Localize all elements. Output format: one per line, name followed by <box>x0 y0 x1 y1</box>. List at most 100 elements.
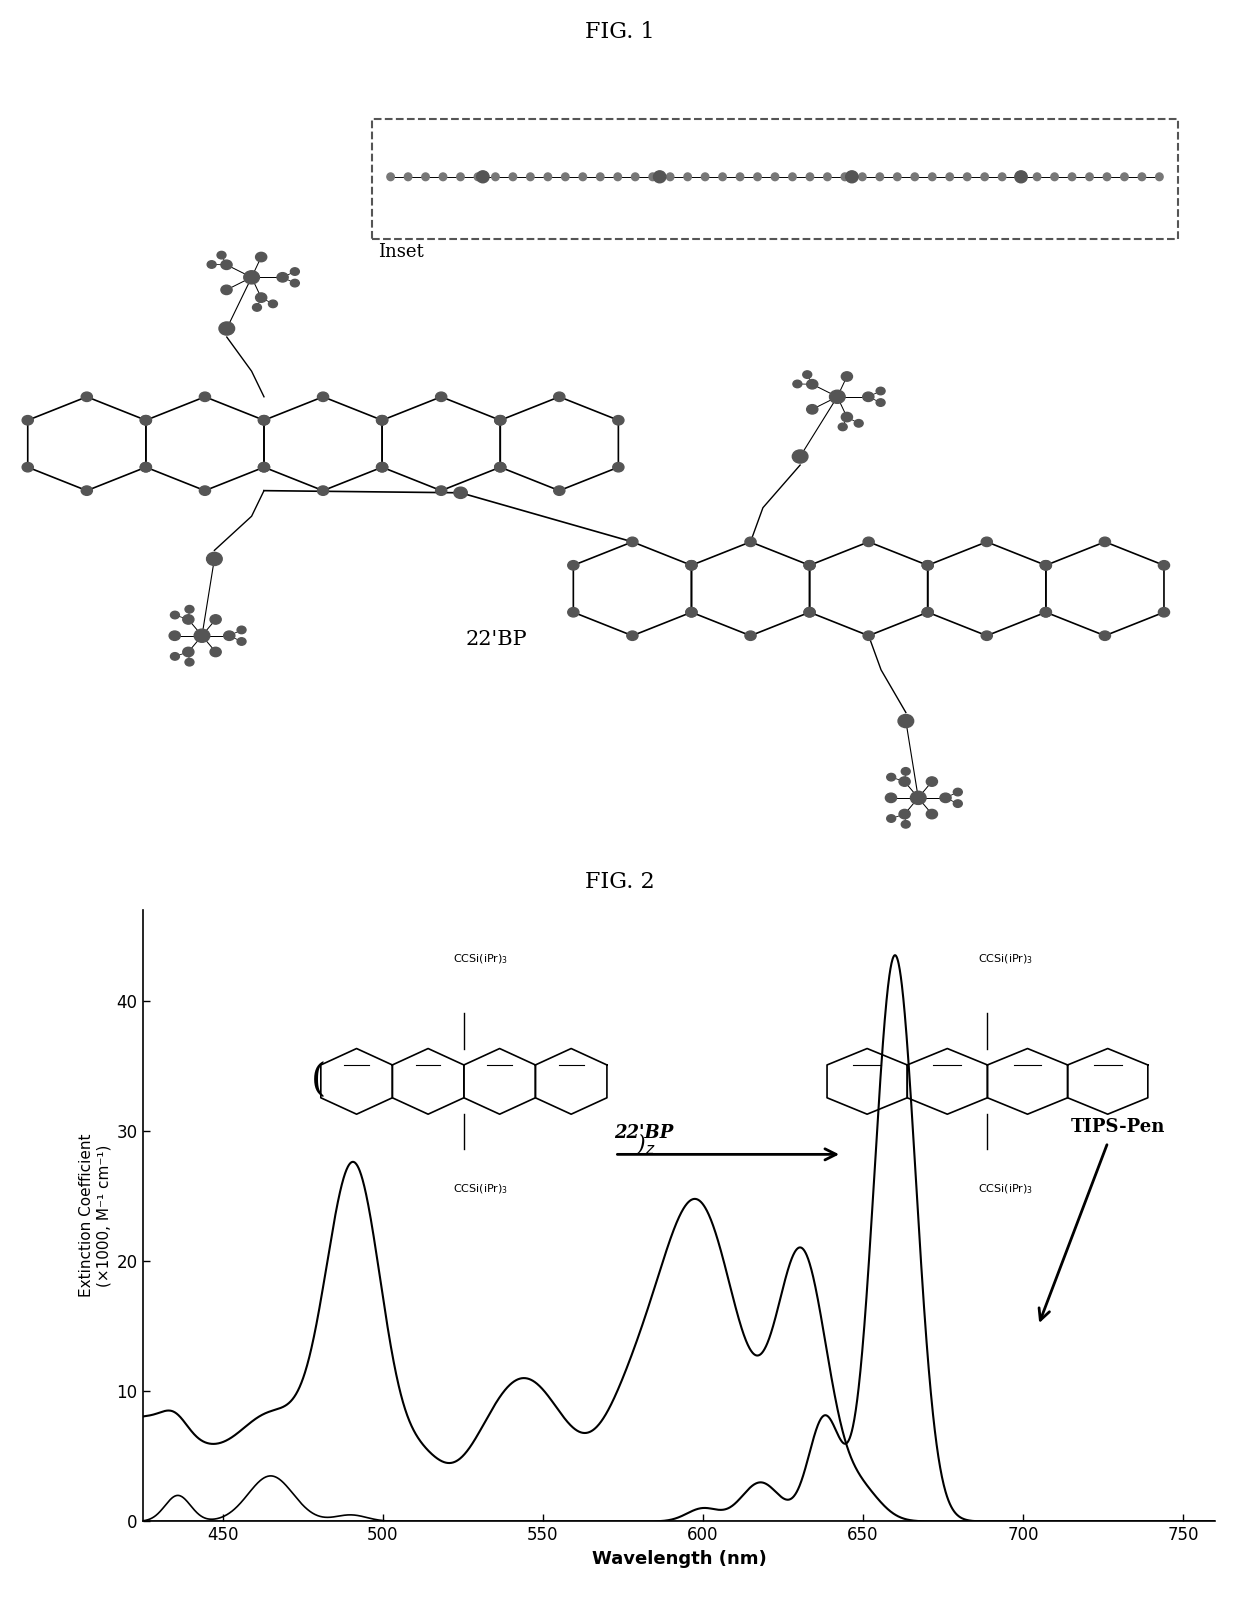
Ellipse shape <box>887 815 895 823</box>
Ellipse shape <box>1014 171 1027 184</box>
Ellipse shape <box>792 449 808 464</box>
FancyBboxPatch shape <box>372 119 1178 238</box>
Ellipse shape <box>686 607 697 617</box>
Ellipse shape <box>439 172 446 180</box>
Ellipse shape <box>998 172 1006 180</box>
Ellipse shape <box>926 810 937 819</box>
Text: 22'BP: 22'BP <box>465 631 527 649</box>
Ellipse shape <box>1040 560 1052 570</box>
Ellipse shape <box>290 267 299 275</box>
Ellipse shape <box>527 172 534 180</box>
Ellipse shape <box>207 552 222 565</box>
Ellipse shape <box>1104 172 1111 180</box>
Y-axis label: Extinction Coefficient
(×1000, M⁻¹ cm⁻¹): Extinction Coefficient (×1000, M⁻¹ cm⁻¹) <box>78 1133 112 1298</box>
Ellipse shape <box>626 538 639 546</box>
Ellipse shape <box>404 172 412 180</box>
Ellipse shape <box>200 393 211 401</box>
Ellipse shape <box>210 647 221 657</box>
Ellipse shape <box>244 270 259 283</box>
Ellipse shape <box>221 285 232 295</box>
Ellipse shape <box>492 172 500 180</box>
Ellipse shape <box>258 462 269 472</box>
Ellipse shape <box>1100 631 1111 641</box>
Ellipse shape <box>237 626 246 634</box>
Ellipse shape <box>1156 172 1163 180</box>
Ellipse shape <box>568 607 579 617</box>
Ellipse shape <box>804 607 815 617</box>
Ellipse shape <box>387 172 394 180</box>
Ellipse shape <box>1016 172 1023 180</box>
Ellipse shape <box>1100 538 1111 546</box>
Ellipse shape <box>422 172 429 180</box>
Ellipse shape <box>140 415 151 425</box>
Ellipse shape <box>185 605 193 613</box>
Ellipse shape <box>219 322 234 335</box>
Ellipse shape <box>200 486 211 496</box>
Ellipse shape <box>804 560 815 570</box>
Ellipse shape <box>1069 172 1076 180</box>
Ellipse shape <box>253 304 262 311</box>
Ellipse shape <box>495 462 506 472</box>
Ellipse shape <box>255 293 267 303</box>
Ellipse shape <box>562 172 569 180</box>
Ellipse shape <box>140 462 151 472</box>
Ellipse shape <box>926 778 937 786</box>
Ellipse shape <box>666 172 673 180</box>
Ellipse shape <box>1040 560 1052 570</box>
Ellipse shape <box>929 172 936 180</box>
Ellipse shape <box>568 560 579 570</box>
Ellipse shape <box>899 778 910 786</box>
Ellipse shape <box>806 172 813 180</box>
Ellipse shape <box>631 172 639 180</box>
Ellipse shape <box>981 172 988 180</box>
Text: TIPS-Pen: TIPS-Pen <box>1070 1117 1164 1137</box>
Ellipse shape <box>1158 607 1169 617</box>
Ellipse shape <box>841 372 852 382</box>
Ellipse shape <box>1040 607 1052 617</box>
Ellipse shape <box>719 172 727 180</box>
Ellipse shape <box>789 172 796 180</box>
Ellipse shape <box>1040 607 1052 617</box>
Ellipse shape <box>745 631 756 641</box>
Ellipse shape <box>854 420 863 427</box>
Ellipse shape <box>838 423 847 430</box>
Ellipse shape <box>684 172 692 180</box>
Ellipse shape <box>510 172 517 180</box>
Ellipse shape <box>841 412 852 422</box>
Ellipse shape <box>901 768 910 774</box>
Ellipse shape <box>1121 172 1128 180</box>
Ellipse shape <box>435 393 446 401</box>
Ellipse shape <box>830 390 846 404</box>
Ellipse shape <box>170 652 180 660</box>
Ellipse shape <box>474 172 481 180</box>
Ellipse shape <box>476 171 489 184</box>
Ellipse shape <box>702 172 709 180</box>
Ellipse shape <box>544 172 552 180</box>
Ellipse shape <box>195 630 210 642</box>
Ellipse shape <box>653 171 666 184</box>
Ellipse shape <box>614 172 621 180</box>
Ellipse shape <box>898 715 914 728</box>
Ellipse shape <box>170 612 180 618</box>
Ellipse shape <box>737 172 744 180</box>
Ellipse shape <box>495 462 506 472</box>
Ellipse shape <box>377 462 388 472</box>
Ellipse shape <box>804 607 815 617</box>
Ellipse shape <box>221 261 232 269</box>
Ellipse shape <box>910 791 926 805</box>
Ellipse shape <box>846 171 858 184</box>
Ellipse shape <box>923 607 934 617</box>
Ellipse shape <box>954 789 962 795</box>
Ellipse shape <box>863 393 874 401</box>
Ellipse shape <box>377 415 388 425</box>
Ellipse shape <box>863 538 874 546</box>
Ellipse shape <box>954 800 962 807</box>
Ellipse shape <box>885 794 897 802</box>
Ellipse shape <box>807 380 818 390</box>
Ellipse shape <box>377 415 388 425</box>
Ellipse shape <box>377 462 388 472</box>
Ellipse shape <box>1138 172 1146 180</box>
Ellipse shape <box>258 415 269 425</box>
Ellipse shape <box>554 393 565 401</box>
Ellipse shape <box>22 462 33 472</box>
